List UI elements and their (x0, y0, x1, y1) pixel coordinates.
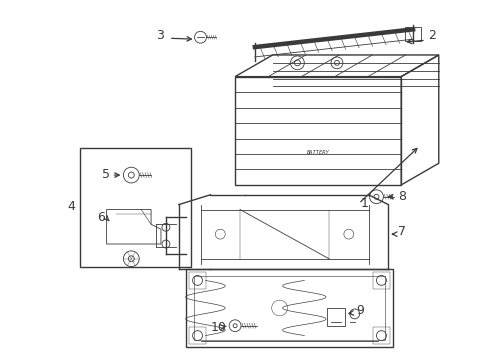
Bar (194, 276, 386, 339)
Text: 1: 1 (361, 197, 368, 210)
Text: 3: 3 (156, 29, 164, 42)
Bar (372, 271, 391, 289)
Text: 6: 6 (97, 211, 104, 224)
Bar (235, 77, 401, 185)
Bar (372, 327, 391, 345)
Text: 4: 4 (67, 200, 75, 213)
Bar (189, 327, 206, 345)
Text: 9: 9 (357, 305, 365, 318)
Text: 7: 7 (398, 225, 406, 238)
Bar (186, 269, 393, 347)
Bar (327, 308, 345, 326)
Text: 8: 8 (398, 190, 406, 203)
Bar (80, 148, 191, 267)
Bar (405, 27, 421, 41)
Text: 2: 2 (428, 29, 436, 42)
Text: 5: 5 (101, 168, 110, 181)
Bar (189, 271, 206, 289)
Text: 10: 10 (210, 321, 226, 334)
Text: BATTERY: BATTERY (307, 150, 330, 155)
